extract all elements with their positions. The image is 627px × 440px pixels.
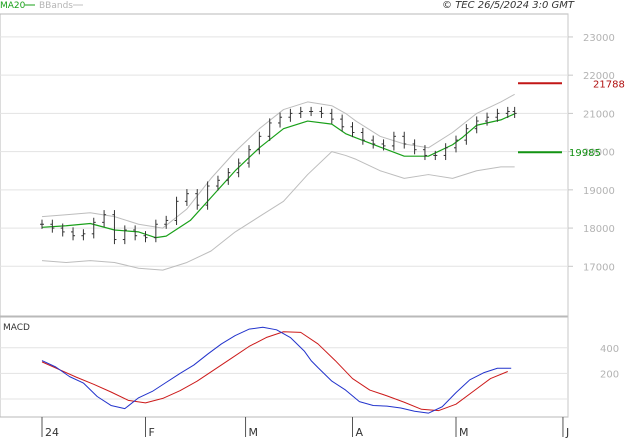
price-tick-label: 21000 (583, 109, 615, 120)
macd-grid (0, 347, 568, 400)
month-tick-label: J (565, 426, 569, 439)
price-tick-label: 19000 (583, 186, 615, 197)
support-label: 19985 (569, 148, 601, 159)
macd-panel-label: MACD (3, 323, 30, 333)
support-resistance-levels: 21788 19985 (518, 79, 625, 159)
month-tick-label: A (356, 426, 364, 439)
month-axis-ticks: 24 F M A M J (41, 417, 569, 439)
macd-series-layer (41, 326, 512, 414)
resistance-label: 21788 (593, 79, 625, 90)
macd-signal-line (41, 331, 508, 412)
copyright-timestamp: © TEC 26/5/2024 3:0 GMT (442, 0, 575, 11)
price-panel-frame (0, 13, 569, 317)
bband-lower-line (41, 151, 515, 271)
macd-tick-label: 200 (600, 369, 619, 380)
macd-tick-label: 400 (600, 344, 619, 355)
bband-upper-line (41, 93, 515, 229)
price-axis-ticks: 17000 18000 19000 20000 21000 22000 23000 (568, 33, 615, 273)
price-tick-label: 20000 (583, 148, 615, 159)
month-tick-label: M (459, 426, 469, 439)
price-tick-label: 22000 (583, 71, 615, 82)
price-tick-label: 17000 (583, 262, 615, 273)
price-grid (0, 36, 568, 267)
ma20-legend-label: MA20 (0, 1, 26, 11)
month-tick-label: F (149, 426, 155, 439)
macd-axis-ticks: 200 400 (600, 344, 619, 381)
ma20-line (41, 113, 515, 239)
macd-line (41, 326, 512, 414)
month-tick-label: 24 (45, 426, 59, 439)
price-tick-label: 18000 (583, 224, 615, 235)
price-series-layer (40, 93, 517, 271)
month-tick-label: M (249, 426, 258, 439)
bbands-legend-label: BBands (39, 1, 73, 11)
price-tick-label: 23000 (583, 33, 615, 44)
